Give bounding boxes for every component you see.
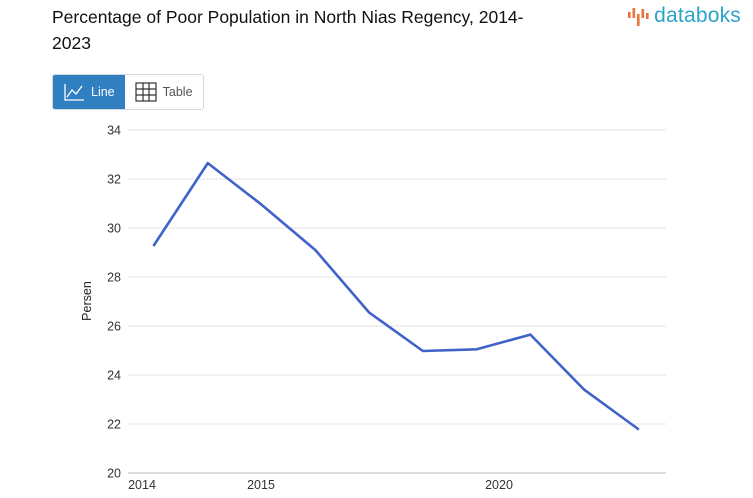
data-point[interactable] <box>579 385 589 395</box>
y-tick-label: 20 <box>107 467 121 481</box>
databoks-logo[interactable]: databoks <box>627 4 741 28</box>
data-point[interactable] <box>364 308 374 318</box>
line-chart-icon <box>64 84 84 101</box>
data-point[interactable] <box>525 330 535 340</box>
y-tick-label: 32 <box>107 173 121 187</box>
data-point[interactable] <box>310 245 320 255</box>
y-tick-label: 28 <box>107 271 121 285</box>
y-tick-label: 24 <box>107 369 121 383</box>
chart-title: Percentage of Poor Population in North N… <box>52 7 524 53</box>
x-tick-label: 2020 <box>485 478 513 492</box>
data-point[interactable] <box>633 424 643 434</box>
y-tick-label: 34 <box>107 124 121 138</box>
chart-gridlines <box>128 129 666 474</box>
x-axis-ticks: 2014 2015 2020 <box>128 478 513 492</box>
y-tick-label: 26 <box>107 320 121 334</box>
x-tick-label: 2014 <box>128 478 156 492</box>
y-axis-label: Persen <box>80 281 94 321</box>
line-view-label: Line <box>91 85 115 99</box>
chart-series <box>149 158 643 434</box>
view-toggle: Line Table <box>52 74 204 110</box>
data-point[interactable] <box>257 200 267 210</box>
databoks-logo-text: databoks <box>654 4 741 27</box>
y-tick-label: 22 <box>107 418 121 432</box>
data-point[interactable] <box>203 158 213 168</box>
y-axis-ticks: 20 22 24 26 28 30 32 34 <box>107 124 121 481</box>
data-point[interactable] <box>149 240 159 250</box>
table-grid-icon <box>135 82 157 102</box>
data-point[interactable] <box>418 346 428 356</box>
databoks-logo-icon <box>628 8 649 26</box>
series-line <box>152 161 640 431</box>
y-tick-label: 30 <box>107 222 121 236</box>
x-tick-label: 2015 <box>247 478 275 492</box>
line-view-button[interactable]: Line <box>53 75 125 109</box>
table-view-label: Table <box>162 85 193 99</box>
data-point[interactable] <box>472 344 482 354</box>
table-view-button[interactable]: Table <box>124 75 203 109</box>
